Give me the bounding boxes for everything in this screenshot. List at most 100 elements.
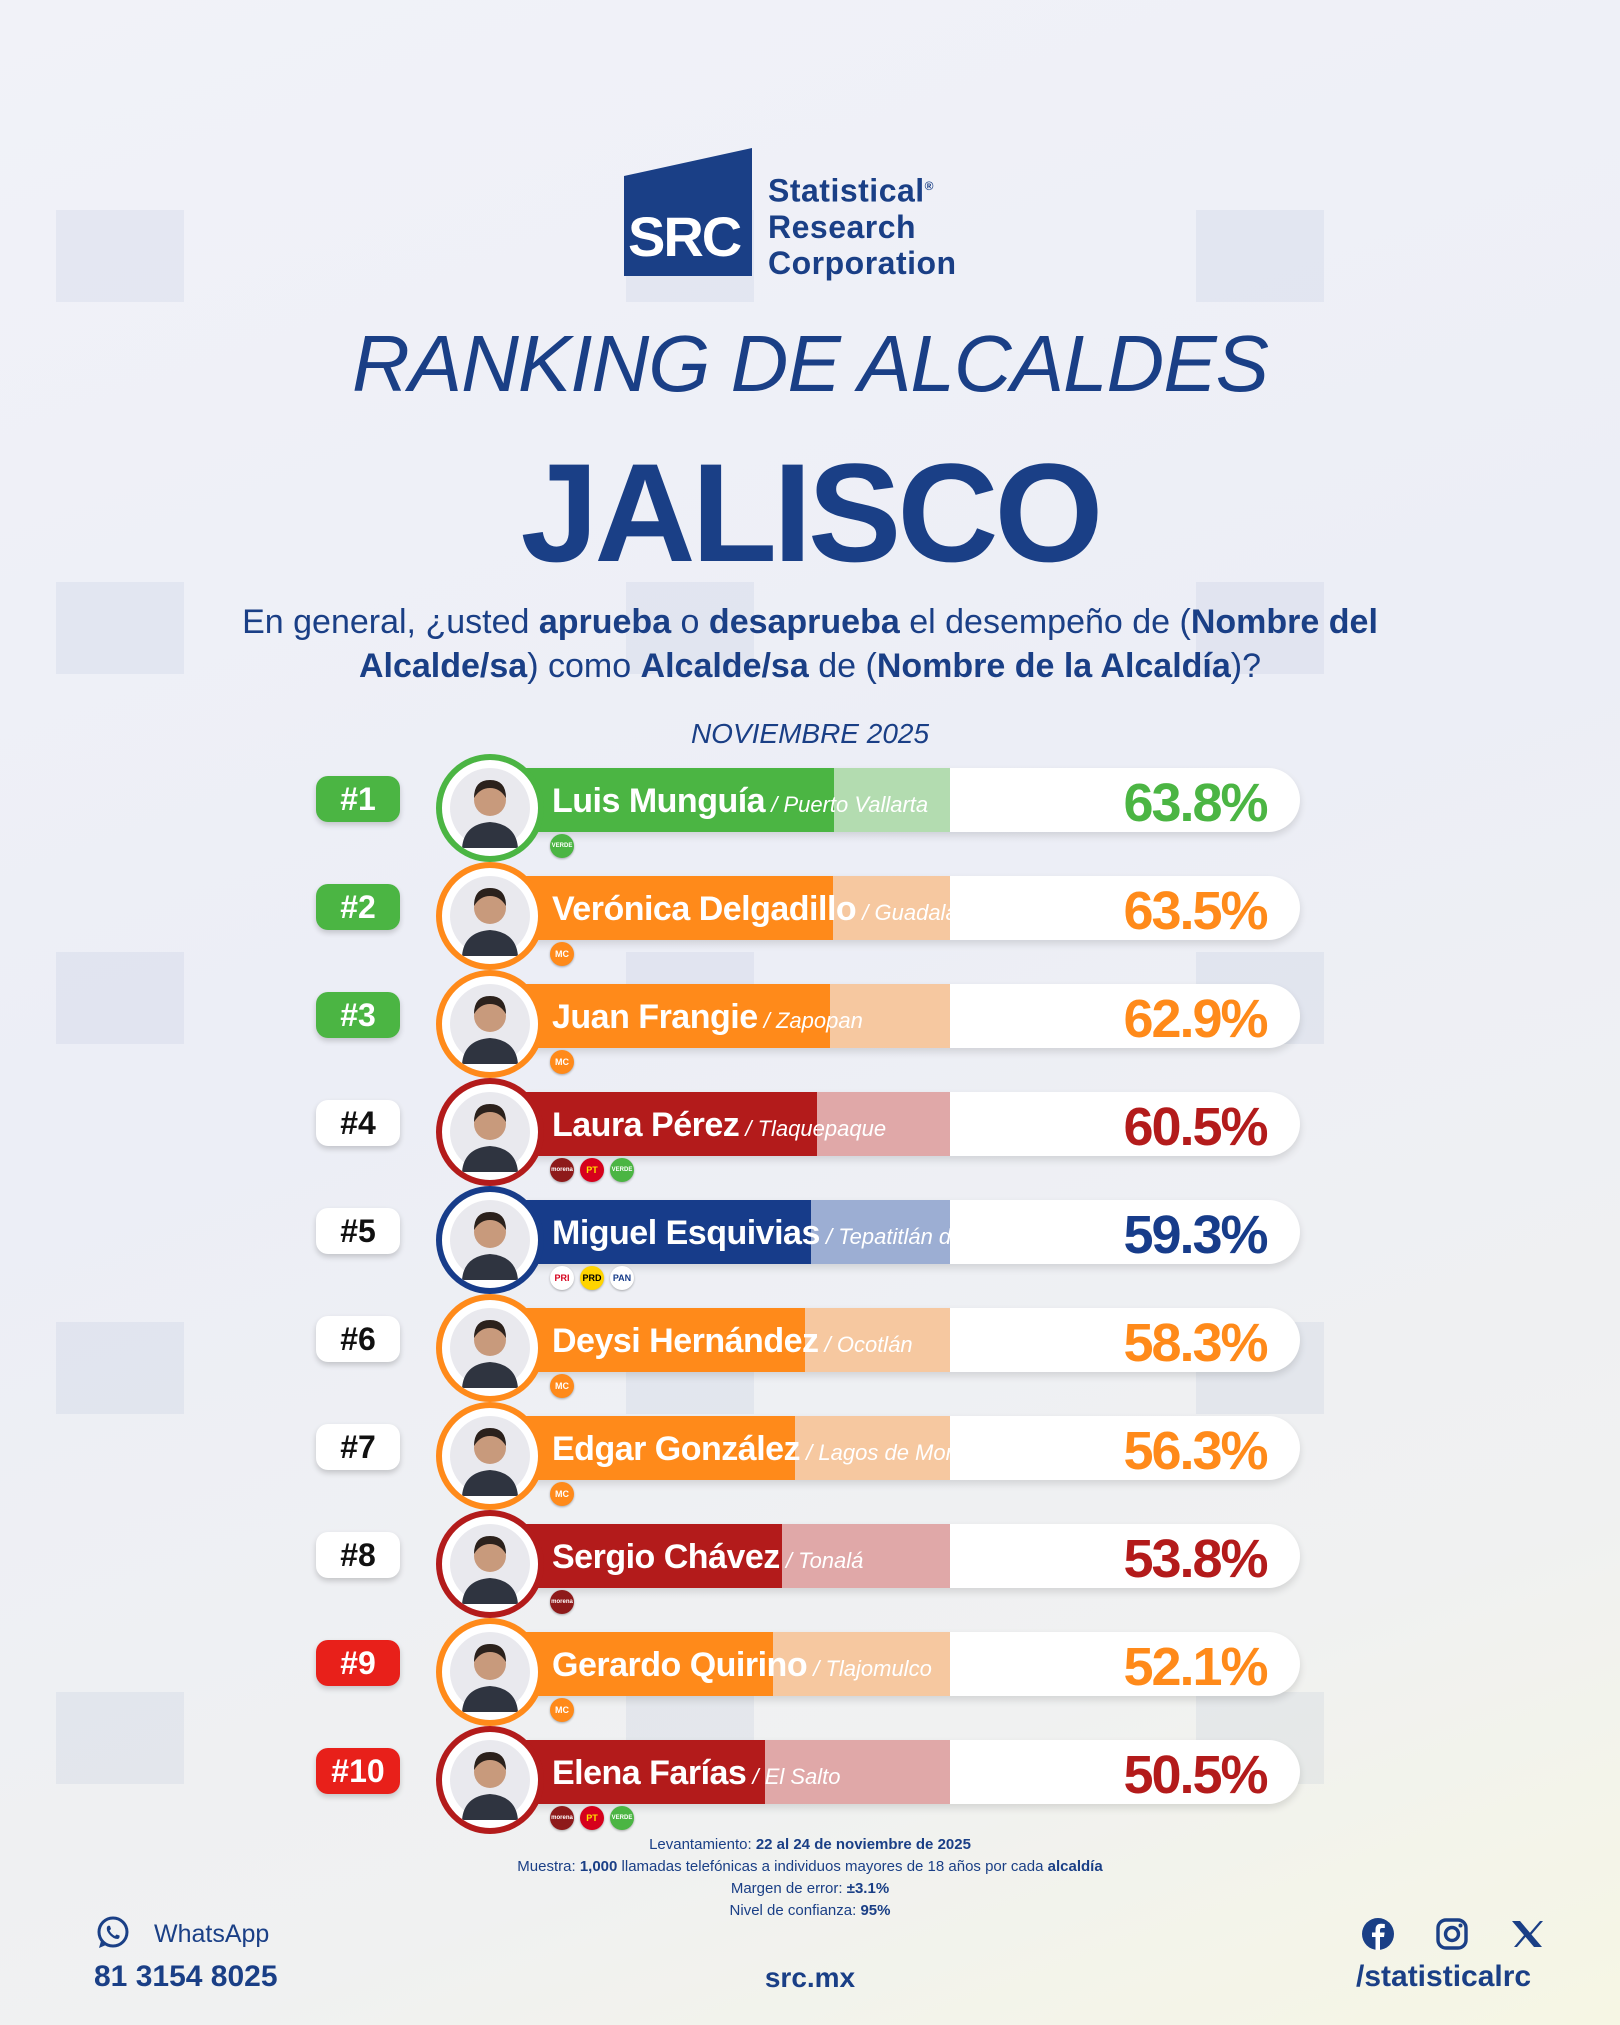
approval-bar-track bbox=[500, 1308, 1300, 1372]
rank-badge: #4 bbox=[316, 1100, 400, 1146]
survey-dates-label: Levantamiento: bbox=[649, 1836, 756, 1853]
whatsapp-number[interactable]: 81 3154 8025 bbox=[94, 1960, 278, 1993]
party-logos: morena PT VERDE bbox=[550, 1158, 640, 1182]
municipality-name: Ocotlán bbox=[836, 1332, 913, 1357]
margin-label: Margen de error: bbox=[730, 1880, 847, 1897]
approval-bar-track bbox=[500, 1524, 1300, 1588]
approval-bar-track bbox=[500, 1092, 1300, 1156]
survey-question: En general, ¿usted aprueba o desaprueba … bbox=[160, 600, 1460, 688]
approval-bar-track bbox=[500, 1416, 1300, 1480]
approval-bar bbox=[500, 1416, 795, 1480]
approval-bar bbox=[500, 1632, 773, 1696]
question-part: )? bbox=[1230, 647, 1262, 685]
municipality-name: Guadalajara bbox=[874, 900, 995, 925]
survey-period: NOVIEMBRE 2025 bbox=[690, 718, 930, 749]
candidate-name: Sergio Chávez bbox=[552, 1538, 780, 1576]
party-logo-icon: MC bbox=[550, 1698, 574, 1722]
person-avatar-icon bbox=[450, 1092, 530, 1172]
margin-info: Margen de error: ±3.1% bbox=[0, 1878, 1620, 1900]
social-handle[interactable]: /statisticalrc bbox=[1356, 1960, 1532, 1993]
ranking-row: #10 Elena Farías / El Salto 50.5% morena PT V… bbox=[0, 1726, 1620, 1834]
approval-percentage: 56.3% bbox=[1123, 1421, 1268, 1481]
candidate-name: Miguel Esquivias bbox=[552, 1214, 820, 1252]
approval-percentage: 63.8% bbox=[1123, 773, 1268, 833]
candidate-photo bbox=[436, 1618, 544, 1726]
party-logo-icon: VERDE bbox=[550, 834, 574, 858]
whatsapp-icon[interactable] bbox=[96, 1916, 130, 1950]
person-avatar-icon bbox=[450, 1632, 530, 1712]
candidate-label: Juan Frangie / Zapopan bbox=[552, 998, 863, 1037]
margin-value: ±3.1% bbox=[846, 1880, 890, 1897]
party-logos: PRI PRD PAN bbox=[550, 1266, 640, 1290]
party-logo-icon: PT bbox=[580, 1158, 604, 1182]
methodology-note: Levantamiento: 22 al 24 de noviembre de … bbox=[0, 1834, 1620, 1922]
approval-bar bbox=[500, 768, 834, 832]
candidate-label: Elena Farías / El Salto bbox=[552, 1754, 841, 1793]
party-logos: MC bbox=[550, 1374, 580, 1398]
candidate-name: Edgar González bbox=[552, 1430, 801, 1468]
municipality-separator: / bbox=[765, 792, 784, 817]
sample-value: 1,000 bbox=[579, 1858, 618, 1875]
party-logo-icon: MC bbox=[550, 1050, 574, 1074]
question-part: de ( bbox=[808, 647, 877, 685]
candidate-name: Elena Farías bbox=[552, 1754, 747, 1792]
website-link[interactable]: src.mx bbox=[764, 1962, 856, 1993]
party-logo-icon: PRD bbox=[580, 1266, 604, 1290]
page-subtitle: RANKING DE ALCALDES bbox=[351, 319, 1269, 408]
ranking-row: #1 Luis Munguía / Puerto Vallarta 63.8% VER… bbox=[0, 754, 1620, 862]
person-avatar-icon bbox=[450, 1524, 530, 1604]
rank-badge: #10 bbox=[316, 1748, 400, 1794]
rank-badge: #1 bbox=[316, 776, 400, 822]
candidate-label: Sergio Chávez / Tonalá bbox=[552, 1538, 863, 1577]
person-avatar-icon bbox=[450, 984, 530, 1064]
municipality-name: Tepatitlán de Morelos bbox=[838, 1224, 1048, 1249]
person-avatar-icon bbox=[450, 768, 530, 848]
x-icon[interactable] bbox=[1512, 1921, 1543, 1947]
rank-badge: #7 bbox=[316, 1424, 400, 1470]
approval-bar-track bbox=[500, 768, 1300, 832]
party-logo-icon: morena bbox=[550, 1590, 574, 1614]
approval-bar-track bbox=[500, 1200, 1300, 1264]
municipality-separator: / bbox=[856, 900, 875, 925]
approval-percentage: 62.9% bbox=[1123, 989, 1268, 1049]
municipality-name: Tlajomulco bbox=[825, 1656, 932, 1681]
question-emphasis: desaprueba bbox=[708, 603, 900, 641]
approval-bar bbox=[500, 984, 830, 1048]
question-emphasis: Nombre de la Alcaldía bbox=[876, 647, 1231, 685]
confidence-value: 95% bbox=[860, 1902, 891, 1919]
rank-badge: #2 bbox=[316, 884, 400, 930]
party-logos: morena bbox=[550, 1590, 580, 1614]
approval-bar-track bbox=[500, 876, 1300, 940]
approval-percentage: 60.5% bbox=[1123, 1097, 1268, 1157]
social-icons bbox=[1362, 1918, 1543, 1950]
approval-percentage: 52.1% bbox=[1123, 1637, 1268, 1697]
candidate-label: Miguel Esquivias / Tepatitlán de Morelos bbox=[552, 1214, 1048, 1253]
approval-bar-track bbox=[500, 1740, 1300, 1804]
candidate-name: Laura Pérez bbox=[552, 1106, 740, 1144]
person-avatar-icon bbox=[450, 1308, 530, 1388]
logo-name-line3: Corporation bbox=[768, 244, 957, 281]
ranking-row: #9 Gerardo Quirino / Tlajomulco 52.1% MC bbox=[0, 1618, 1620, 1726]
question-part: o bbox=[671, 603, 709, 641]
party-logo-icon: MC bbox=[550, 1482, 574, 1506]
survey-dates: Levantamiento: 22 al 24 de noviembre de … bbox=[0, 1834, 1620, 1856]
question-part: el desempeño de ( bbox=[899, 603, 1191, 641]
facebook-icon[interactable] bbox=[1362, 1918, 1394, 1950]
ranking-row: #6 Deysi Hernández / Ocotlán 58.3% MC bbox=[0, 1294, 1620, 1402]
municipality-separator: / bbox=[807, 1656, 826, 1681]
municipality-separator: / bbox=[757, 1008, 776, 1033]
party-logo-icon: MC bbox=[550, 942, 574, 966]
candidate-label: Laura Pérez / Tlaquepaque bbox=[552, 1106, 886, 1145]
approval-percentage: 50.5% bbox=[1123, 1745, 1268, 1805]
instagram-icon[interactable] bbox=[1436, 1918, 1468, 1950]
municipality-separator: / bbox=[800, 1440, 819, 1465]
ranking-row: #3 Juan Frangie / Zapopan 62.9% MC bbox=[0, 970, 1620, 1078]
ranking-row: #4 Laura Pérez / Tlaquepaque 60.5% morena PT… bbox=[0, 1078, 1620, 1186]
candidate-photo bbox=[436, 1402, 544, 1510]
approval-bar bbox=[500, 1200, 811, 1264]
candidate-name: Verónica Delgadillo bbox=[552, 890, 857, 928]
party-logos: MC bbox=[550, 1698, 580, 1722]
party-logo-icon: morena bbox=[550, 1158, 574, 1182]
question-emphasis: aprueba bbox=[538, 603, 672, 641]
party-logo-icon: MC bbox=[550, 1374, 574, 1398]
